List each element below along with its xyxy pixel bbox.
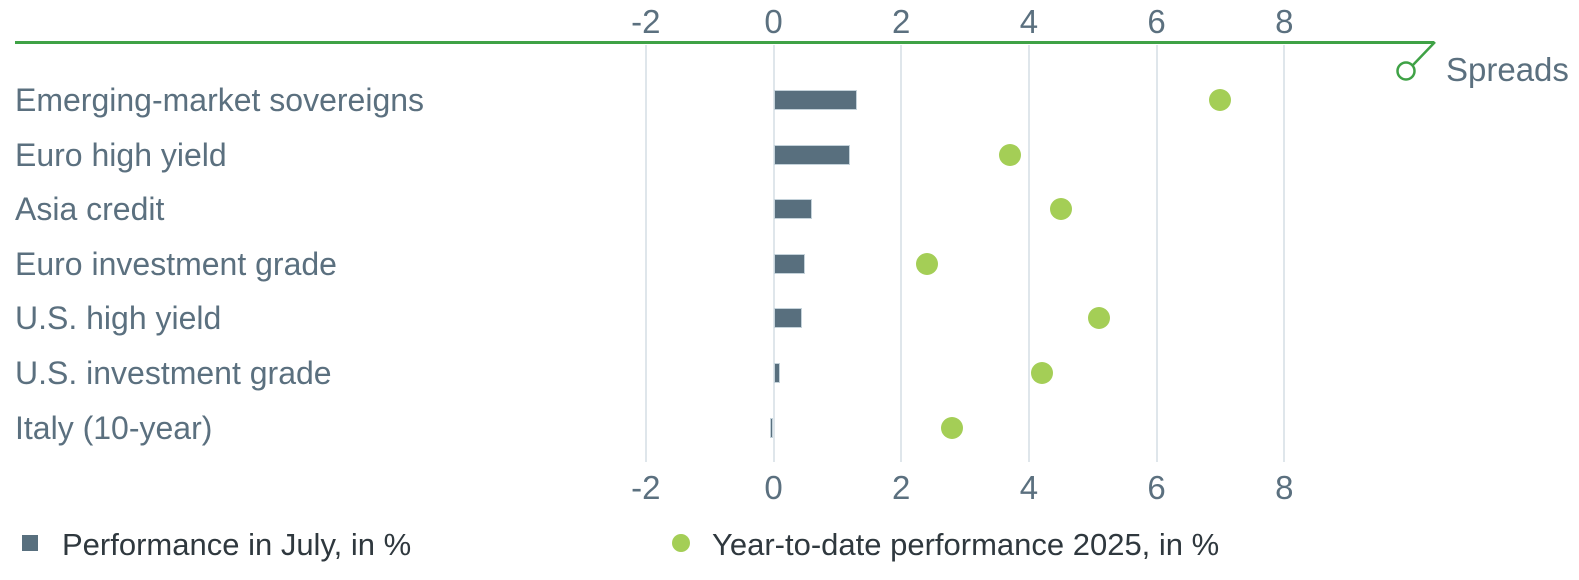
gridline xyxy=(1283,45,1286,462)
dot-ytd-performance xyxy=(1209,89,1232,111)
axis-tick-label-top: -2 xyxy=(631,3,661,40)
legend: Performance in July, in % Year-to-date p… xyxy=(0,522,1579,568)
axis-tick-label-top: 2 xyxy=(892,3,911,40)
axis-tick-label-top: 0 xyxy=(764,3,783,40)
dot-ytd-performance xyxy=(915,252,938,275)
bar-performance-july xyxy=(773,90,857,110)
dot-ytd-performance xyxy=(998,143,1021,166)
dot-ytd-performance xyxy=(1088,307,1111,330)
category-label: Euro investment grade xyxy=(15,245,337,282)
legend-label-ytd: Year-to-date performance 2025, in % xyxy=(712,527,1220,562)
axis-tick-label-top: 8 xyxy=(1275,3,1294,40)
category-label: U.S. investment grade xyxy=(15,355,332,391)
gridline xyxy=(1027,45,1030,462)
bar-performance-july xyxy=(770,417,774,438)
spreads-label: Spreads xyxy=(1446,51,1569,88)
top-axis-line xyxy=(15,41,1434,44)
category-label: Euro high yield xyxy=(15,136,227,173)
dot-ytd-performance xyxy=(941,416,964,439)
july-bar-swatch-icon xyxy=(22,535,38,551)
dot-ytd-performance xyxy=(1030,362,1053,384)
category-label: Emerging-market sovereigns xyxy=(15,82,425,118)
bar-performance-july xyxy=(773,308,803,329)
dot-ytd-performance xyxy=(1049,198,1072,221)
axis-tick-label-bottom: -2 xyxy=(631,469,661,506)
axis-tick-label-bottom: 2 xyxy=(892,469,911,506)
bar-performance-july xyxy=(773,199,812,220)
gridline xyxy=(900,45,903,462)
category-label: Asia credit xyxy=(15,191,165,228)
gridline xyxy=(1155,45,1158,462)
category-label: U.S. high yield xyxy=(15,300,222,337)
spreads-annotation-icon xyxy=(1396,41,1436,81)
category-label: Italy (10-year) xyxy=(15,409,213,446)
axis-tick-label-bottom: 8 xyxy=(1275,469,1294,506)
legend-label-july: Performance in July, in % xyxy=(62,527,412,562)
gridline xyxy=(772,45,775,462)
axis-tick-label-top: 6 xyxy=(1147,3,1166,40)
bar-performance-july xyxy=(773,144,851,165)
gridline xyxy=(644,45,647,462)
axis-tick-label-bottom: 6 xyxy=(1147,469,1166,506)
axis-tick-label-top: 4 xyxy=(1019,3,1039,40)
bar-performance-july xyxy=(773,253,806,274)
axis-tick-label-bottom: 4 xyxy=(1019,469,1039,506)
bar-performance-july xyxy=(773,363,780,383)
axis-tick-label-bottom: 0 xyxy=(764,469,783,506)
ytd-dot-swatch-icon xyxy=(672,534,690,552)
